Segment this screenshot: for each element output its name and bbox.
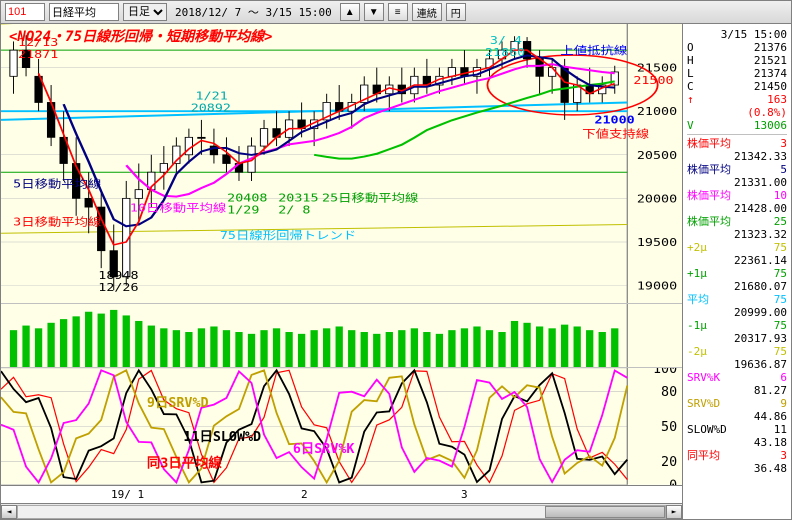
ohlc-row: V13006 — [687, 119, 787, 132]
scroll-thumb[interactable] — [545, 506, 665, 518]
chart-title: <NO24・75日線形回帰・短期移動平均線> — [9, 26, 272, 46]
yen-button[interactable]: 円 — [446, 3, 466, 21]
indicator-row: -1μ75 — [687, 319, 787, 332]
scrollbar: ◄ ► — [1, 503, 682, 519]
time-label: 19/ 1 — [111, 488, 144, 501]
app-window: 日足 2018/12/ 7 ～ 3/15 15:00 ▲ ▼ ≡ 連続 円 <N… — [0, 0, 792, 520]
list-button[interactable]: ≡ — [388, 3, 408, 21]
indicator-row: 株価平均3 — [687, 137, 787, 150]
ohlc-row: C21450 — [687, 80, 787, 93]
svg-text:80: 80 — [661, 385, 677, 400]
indicator-row: SRV%D9 — [687, 397, 787, 410]
scroll-right-button[interactable]: ► — [666, 505, 682, 519]
name-input[interactable] — [49, 3, 119, 21]
ohlc-row: L21374 — [687, 67, 787, 80]
time-label: 3 — [461, 488, 468, 501]
indicator-row: 平均75 — [687, 293, 787, 306]
datetime-label: 3/15 15:00 — [721, 28, 787, 41]
svg-text:20408: 20408 — [227, 192, 267, 205]
time-axis: 19/ 1 2 3 — [1, 485, 682, 503]
price-panel: <NO24・75日線形回帰・短期移動平均線> 19000 19500 20000 20… — [1, 24, 682, 304]
indicator-row: SLOW%D11 — [687, 423, 787, 436]
date-range-label: 2018/12/ 7 ～ 3/15 15:00 — [175, 4, 332, 20]
oscillator-panel: 02050801009日SRV%D11日SLOW%D6日SRV%K同3日平均線 — [1, 368, 682, 485]
down-button[interactable]: ▼ — [364, 3, 384, 21]
svg-text:75日線形回帰トレンド: 75日線形回帰トレンド — [220, 229, 356, 242]
oscillator-chart[interactable]: 02050801009日SRV%D11日SLOW%D6日SRV%K同3日平均線 — [1, 368, 682, 485]
ohlc-row: O21376 — [687, 41, 787, 54]
svg-text:21860: 21860 — [485, 46, 525, 59]
scroll-left-button[interactable]: ◄ — [1, 505, 17, 519]
svg-text:18948: 18948 — [98, 269, 138, 282]
continuous-button[interactable]: 連続 — [412, 3, 442, 21]
ohlc-row: (0.8%) — [687, 106, 787, 119]
main-area: <NO24・75日線形回帰・短期移動平均線> 19000 19500 20000 20… — [1, 24, 791, 519]
svg-text:21000: 21000 — [637, 106, 677, 119]
indicator-row: 同平均3 — [687, 449, 787, 462]
svg-text:19500: 19500 — [637, 236, 677, 249]
chart-area: <NO24・75日線形回帰・短期移動平均線> 19000 19500 20000 20… — [1, 24, 683, 519]
svg-text:20: 20 — [661, 456, 677, 471]
svg-text:10日移動平均線: 10日移動平均線 — [130, 201, 226, 214]
indicator-row: 株価平均5 — [687, 163, 787, 176]
ohlc-row: ↑163 — [687, 93, 787, 106]
indicator-row: +2μ75 — [687, 241, 787, 254]
scroll-track[interactable] — [17, 505, 666, 519]
svg-text:2/ 8: 2/ 8 — [278, 204, 310, 217]
indicator-row: +1μ75 — [687, 267, 787, 280]
svg-text:20315: 20315 — [278, 192, 318, 205]
svg-text:1/21: 1/21 — [196, 90, 228, 103]
svg-text:20000: 20000 — [637, 193, 677, 206]
svg-text:3日移動平均線: 3日移動平均線 — [13, 215, 101, 228]
timeframe-select[interactable]: 日足 — [123, 3, 167, 21]
svg-text:25日移動平均線: 25日移動平均線 — [322, 191, 418, 204]
price-chart[interactable]: 19000195002000020500210002150012/1321871… — [1, 24, 682, 303]
svg-text:21000: 21000 — [594, 114, 634, 127]
svg-text:6日SRV%K: 6日SRV%K — [293, 441, 355, 457]
svg-text:21871: 21871 — [18, 48, 58, 61]
svg-text:100: 100 — [653, 368, 677, 377]
up-button[interactable]: ▲ — [340, 3, 360, 21]
svg-text:21500: 21500 — [633, 74, 673, 87]
svg-text:12/26: 12/26 — [98, 281, 138, 294]
toolbar: 日足 2018/12/ 7 ～ 3/15 15:00 ▲ ▼ ≡ 連続 円 — [1, 1, 791, 24]
indicator-row: 株価平均25 — [687, 215, 787, 228]
indicator-row: -2μ75 — [687, 345, 787, 358]
sidebar: 3/15 15:00O21376H21521L21374C21450↑163(0… — [683, 24, 791, 519]
svg-text:上値抵抗線: 上値抵抗線 — [560, 43, 627, 56]
svg-text:下値支持線: 下値支持線 — [582, 127, 649, 140]
volume-chart[interactable] — [1, 304, 682, 367]
time-label: 2 — [301, 488, 308, 501]
indicator-row: SRV%K6 — [687, 371, 787, 384]
svg-text:50: 50 — [661, 420, 677, 435]
ohlc-row: H21521 — [687, 54, 787, 67]
code-input[interactable] — [5, 3, 45, 21]
indicator-row: 株価平均10 — [687, 189, 787, 202]
svg-text:5日移動平均線: 5日移動平均線 — [13, 177, 101, 190]
svg-text:9日SRV%D: 9日SRV%D — [147, 395, 209, 411]
svg-text:20892: 20892 — [191, 102, 231, 115]
volume-panel — [1, 304, 682, 368]
svg-text:1/29: 1/29 — [227, 204, 259, 217]
svg-text:19000: 19000 — [637, 280, 677, 293]
svg-text:20500: 20500 — [637, 149, 677, 162]
svg-text:11日SLOW%D: 11日SLOW%D — [183, 429, 261, 445]
svg-text:3/ 4: 3/ 4 — [490, 34, 522, 47]
svg-text:同3日平均線: 同3日平均線 — [147, 455, 222, 472]
